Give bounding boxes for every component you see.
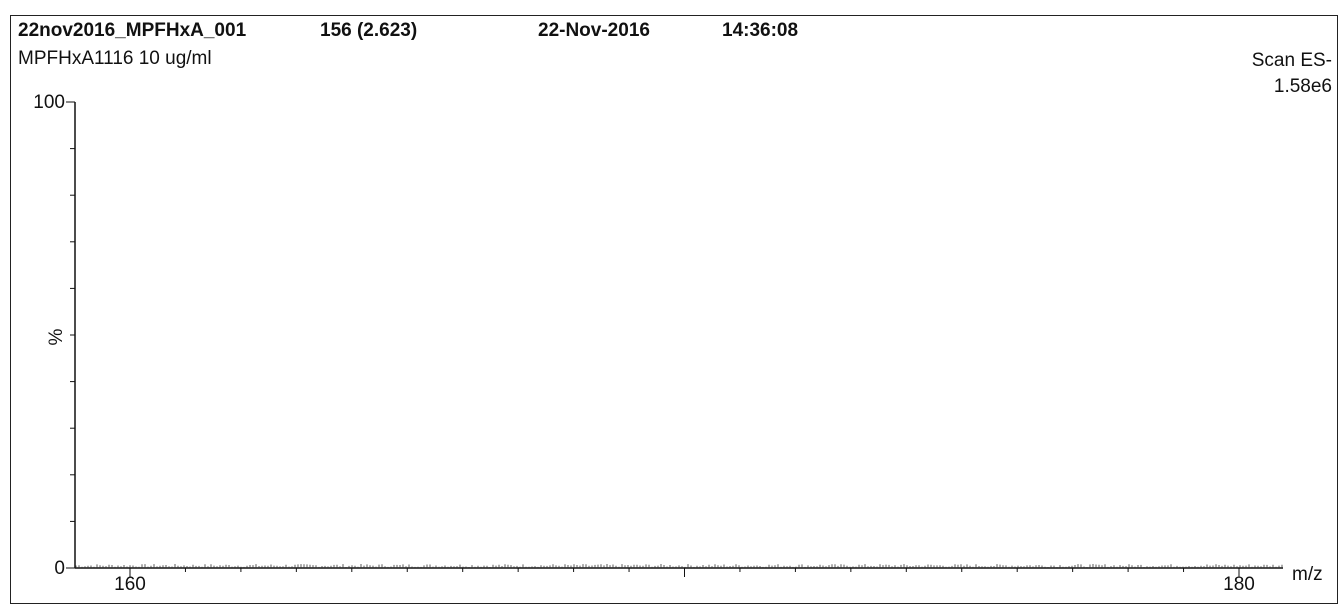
y-axis-ticks: 0 100 — [33, 92, 75, 579]
baseline-noise — [75, 564, 1283, 568]
x-axis-ticks: 160180200220240260280300320340360 — [114, 568, 1255, 595]
y-tick-label: 100 — [33, 92, 65, 113]
x-axis-label: m/z — [1292, 564, 1323, 585]
spectrum-frame — [10, 15, 1338, 604]
scan-mode: Scan ES- — [1251, 50, 1332, 71]
acquisition-time: 14:36:08 — [722, 20, 799, 41]
file-name: 22nov2016_MPFHxA_001 — [18, 20, 247, 41]
scan-info: 156 (2.623) — [320, 20, 418, 41]
baseline-noise-path — [75, 564, 1283, 568]
y-tick-label: 0 — [54, 558, 65, 579]
max-intensity: 1.58e6 — [1273, 76, 1332, 97]
acquisition-date: 22-Nov-2016 — [538, 20, 650, 41]
x-tick-label: 160 — [114, 574, 146, 595]
y-axis-label: % — [46, 328, 67, 345]
x-tick-label: 180 — [1223, 574, 1255, 595]
sample-description: MPFHxA1116 10 ug/ml — [18, 48, 212, 69]
